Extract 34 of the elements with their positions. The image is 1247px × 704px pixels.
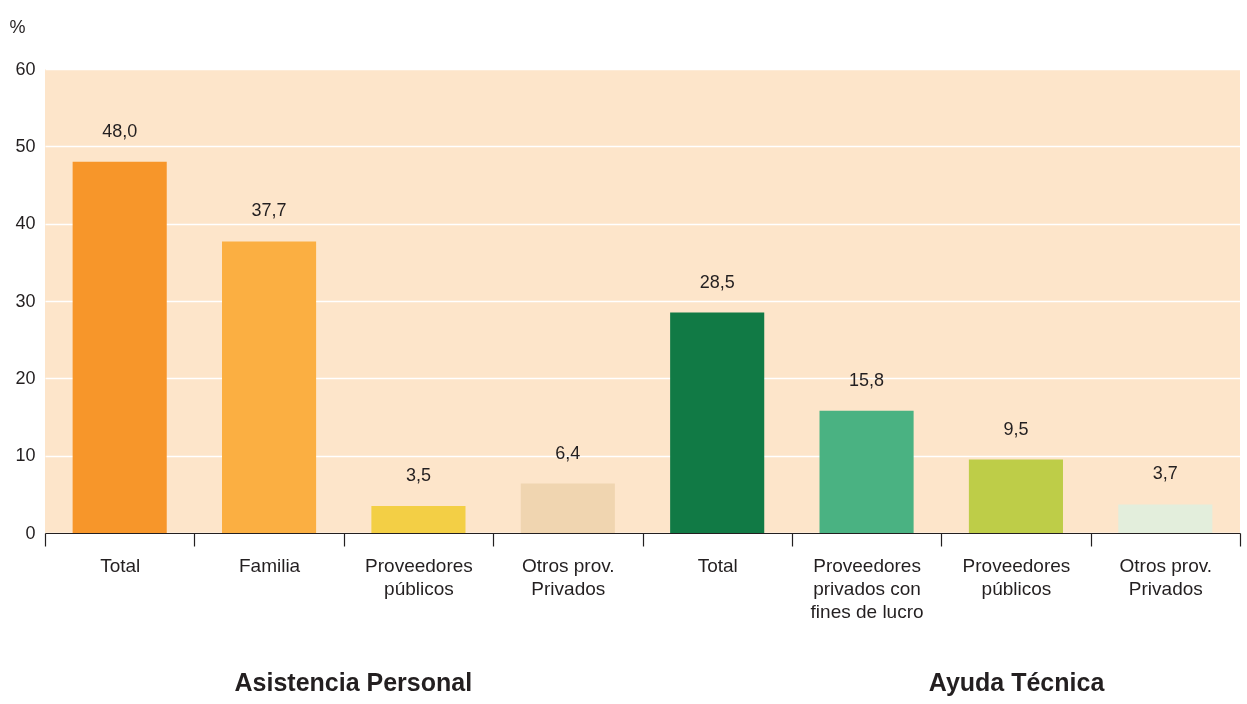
x-tick-label: Total — [697, 554, 738, 576]
data-label: 15,8 — [849, 369, 885, 390]
x-tick-label: Otros prov. Privados — [522, 554, 615, 599]
data-label: 9,5 — [1003, 418, 1029, 439]
x-tick-label: Total — [100, 554, 141, 576]
data-label: 37,7 — [251, 200, 287, 221]
x-tick-label: Familia — [238, 554, 301, 576]
data-label: 3,7 — [1152, 463, 1178, 484]
x-tick-label: Otros prov. Privados — [1119, 554, 1213, 599]
data-label: 48,0 — [102, 120, 138, 141]
bar — [1118, 504, 1213, 533]
data-label: 28,5 — [699, 271, 735, 292]
y-tick-label: 20 — [15, 367, 36, 388]
x-tick-label: Proveedores públicos — [365, 554, 473, 599]
y-tick-label: 50 — [15, 135, 36, 156]
y-tick-label: 0 — [25, 522, 36, 543]
bar — [520, 483, 615, 533]
bar — [968, 459, 1063, 533]
data-label: 6,4 — [555, 442, 581, 463]
y-tick-label: 40 — [15, 213, 36, 234]
x-tick-label: Proveedores públicos — [962, 554, 1071, 599]
bar — [72, 161, 167, 533]
bar — [670, 312, 765, 533]
bar — [819, 410, 914, 533]
text: Ayuda Técnica — [928, 668, 1106, 696]
y-axis-title: % — [9, 16, 26, 37]
x-tick-label: Proveedores privados con fines de lucro — [810, 554, 924, 622]
data-label: 3,5 — [405, 464, 431, 485]
bar — [222, 241, 317, 533]
bar — [371, 505, 466, 533]
y-tick-label: 60 — [15, 58, 36, 79]
y-tick-label: 10 — [15, 445, 36, 466]
text: Asistencia Personal — [234, 668, 473, 696]
y-tick-label: 30 — [15, 290, 36, 311]
